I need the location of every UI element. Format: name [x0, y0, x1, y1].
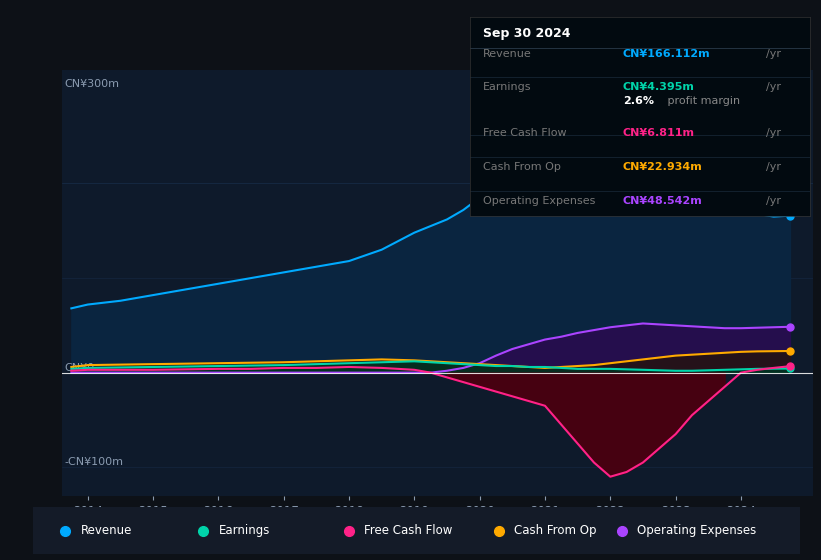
Text: CN¥48.542m: CN¥48.542m: [623, 196, 703, 206]
Text: Operating Expenses: Operating Expenses: [637, 524, 756, 537]
Text: Free Cash Flow: Free Cash Flow: [484, 128, 566, 138]
Text: /yr: /yr: [766, 162, 781, 172]
Text: profit margin: profit margin: [664, 96, 740, 106]
Text: CN¥166.112m: CN¥166.112m: [623, 49, 710, 59]
Text: -CN¥100m: -CN¥100m: [65, 457, 124, 467]
Text: Revenue: Revenue: [484, 49, 532, 59]
Text: Operating Expenses: Operating Expenses: [484, 196, 595, 206]
Text: CN¥0: CN¥0: [65, 363, 95, 372]
Text: CN¥300m: CN¥300m: [65, 79, 120, 89]
Text: CN¥4.395m: CN¥4.395m: [623, 82, 695, 92]
Text: 2.6%: 2.6%: [623, 96, 654, 106]
Text: /yr: /yr: [766, 128, 781, 138]
Text: Sep 30 2024: Sep 30 2024: [484, 27, 571, 40]
Text: /yr: /yr: [766, 82, 781, 92]
Text: Free Cash Flow: Free Cash Flow: [365, 524, 453, 537]
Text: CN¥6.811m: CN¥6.811m: [623, 128, 695, 138]
Text: /yr: /yr: [766, 49, 781, 59]
Text: Revenue: Revenue: [80, 524, 132, 537]
Text: CN¥22.934m: CN¥22.934m: [623, 162, 703, 172]
Text: /yr: /yr: [766, 196, 781, 206]
Text: Earnings: Earnings: [484, 82, 532, 92]
Text: Cash From Op: Cash From Op: [484, 162, 561, 172]
Text: Cash From Op: Cash From Op: [514, 524, 597, 537]
Text: Earnings: Earnings: [218, 524, 270, 537]
